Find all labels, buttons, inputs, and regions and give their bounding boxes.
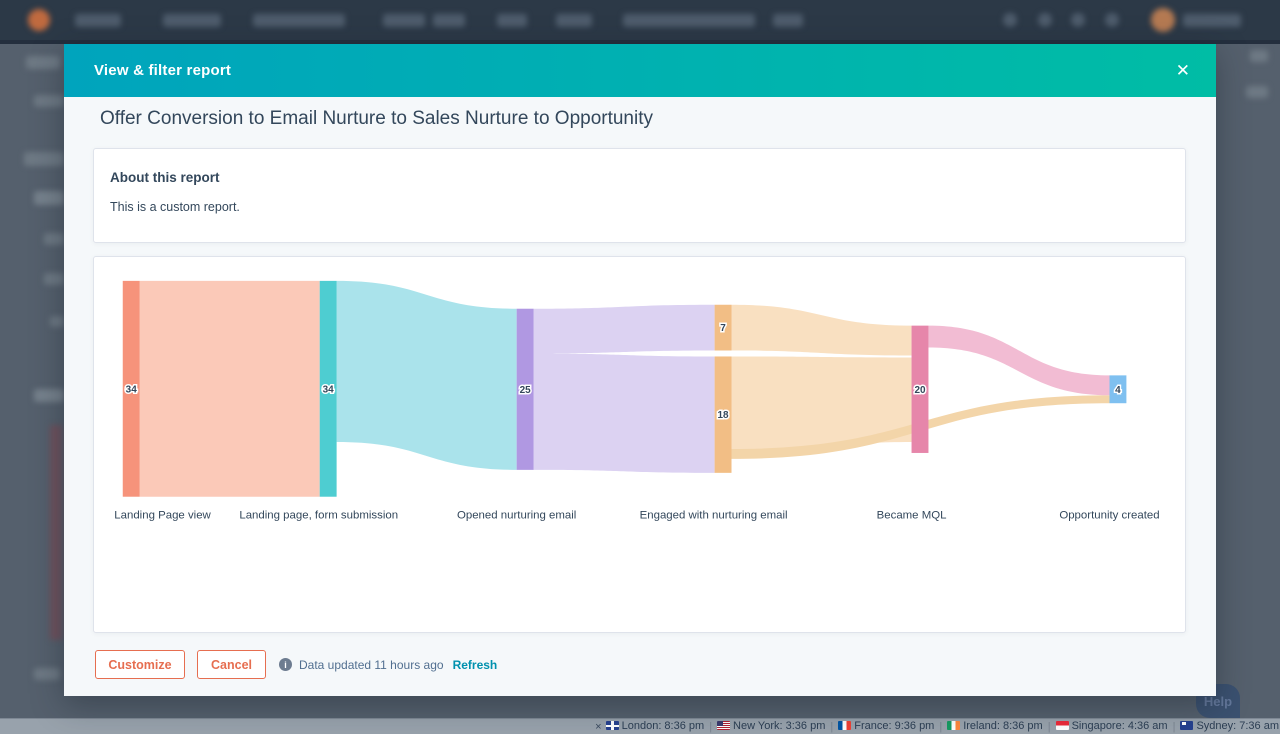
timezone-separator: | [830,721,834,734]
modal-title: View & filter report [94,62,232,79]
timezone-list: London: 8:36 pm | New York: 3:36 pm | France… [605,720,1279,734]
us-flag-icon [717,721,731,731]
au-flag-icon [1180,721,1194,731]
sankey-chart-card: 34 34 25 7 18 20 4 Landing Page view Landing pag… [93,256,1186,633]
modal-header: View & filter report ✕ [64,44,1216,97]
notifications-icon [1105,13,1119,27]
nav-item [433,14,465,27]
report-title: Offer Conversion to Email Nurture to Sal… [100,108,654,129]
fr-flag-icon [838,721,852,731]
sankey-flow[interactable] [731,356,912,453]
timezone-item: Sydney: 7:36 am [1180,720,1279,732]
info-icon: i [279,658,292,671]
timezone-separator: | [1047,721,1051,734]
sankey-stage-label: Landing page, form submission [239,510,398,522]
customize-button[interactable]: Customize [95,650,185,679]
sankey-flow[interactable] [336,280,517,470]
sankey-flow[interactable] [533,304,715,354]
gb-flag-icon [605,721,619,731]
nav-item [773,14,803,27]
app-logo-icon [28,9,50,31]
nav-item [253,14,345,27]
timezone-item: London: 8:36 pm [605,720,704,732]
sankey-flow[interactable] [928,325,1110,396]
background-chart-bar [50,425,62,640]
nav-item [383,14,425,27]
sankey-node-engaged_b[interactable] [714,356,732,473]
timezone-separator: | [709,721,713,734]
nav-item [75,14,121,27]
refresh-link[interactable]: Refresh [452,657,498,672]
top-navigation-bar [0,0,1280,40]
top-navigation-blurred-content [0,0,1280,40]
avatar [1151,8,1175,32]
timezone-bar: × London: 8:36 pm | New York: 3:36 pm | Fran… [0,718,1280,734]
nav-item [556,14,592,27]
sankey-node-value: 34 [323,384,335,395]
timezone-bar-close-icon[interactable]: × [595,720,602,733]
close-icon[interactable]: ✕ [1175,61,1190,80]
sankey-node-opportunity[interactable] [1109,375,1127,404]
ie-flag-icon [947,721,961,731]
timezone-separator: | [939,721,943,734]
timezone-item: Ireland: 8:36 pm [947,720,1043,732]
sankey-node-engaged_a[interactable] [714,304,732,351]
sankey-stage-label: Engaged with nurturing email [640,510,788,522]
sankey-stage-label: Opened nurturing email [457,510,576,522]
nav-divider [0,40,1280,44]
sankey-node-value: 18 [718,410,730,421]
nav-item [497,14,527,27]
sankey-node-value: 20 [914,385,926,396]
sankey-node-lp_form[interactable] [319,280,337,497]
timezone-item: Singapore: 4:36 am [1055,720,1168,732]
about-report-heading: About this report [110,170,220,185]
account-menu [1183,14,1241,27]
marketplace-icon [1038,13,1052,27]
sankey-node-lp_view[interactable] [122,280,140,497]
search-icon [1003,13,1017,27]
sankey-node-value: 4 [1115,385,1121,396]
modal-footer: Customize Cancel i Data updated 11 hours… [95,650,497,679]
cancel-button[interactable]: Cancel [197,650,266,679]
sankey-node-value: 34 [126,384,138,395]
timezone-item: France: 9:36 pm [838,720,934,732]
settings-icon [1071,13,1085,27]
sankey-node-value: 25 [520,385,532,396]
view-filter-report-modal: View & filter report ✕ Offer Conversion … [64,44,1216,696]
timezone-separator: | [1172,721,1176,734]
sankey-node-value: 7 [720,323,726,334]
sankey-stage-label: Opportunity created [1059,510,1159,522]
help-button[interactable]: Help [1196,684,1240,718]
sankey-node-email_open[interactable] [516,308,534,470]
sankey-flow[interactable] [533,353,715,473]
sankey-stage-label: Landing Page view [114,510,211,522]
timezone-item: New York: 3:36 pm [717,720,825,732]
nav-item [623,14,755,27]
about-report-card: About this report This is a custom repor… [93,148,1186,243]
sankey-stage-label: Became MQL [877,510,947,522]
sankey-node-mql[interactable] [911,325,929,453]
data-updated-text: Data updated 11 hours ago [299,657,444,672]
nav-item [163,14,221,27]
sankey-flow[interactable] [731,304,912,356]
sankey-svg: 34 34 25 7 18 20 4 Landing Page view Landing pag… [114,280,1160,522]
sg-flag-icon [1055,721,1069,731]
sankey-flow[interactable] [139,280,320,497]
about-report-description: This is a custom report. [110,200,240,214]
